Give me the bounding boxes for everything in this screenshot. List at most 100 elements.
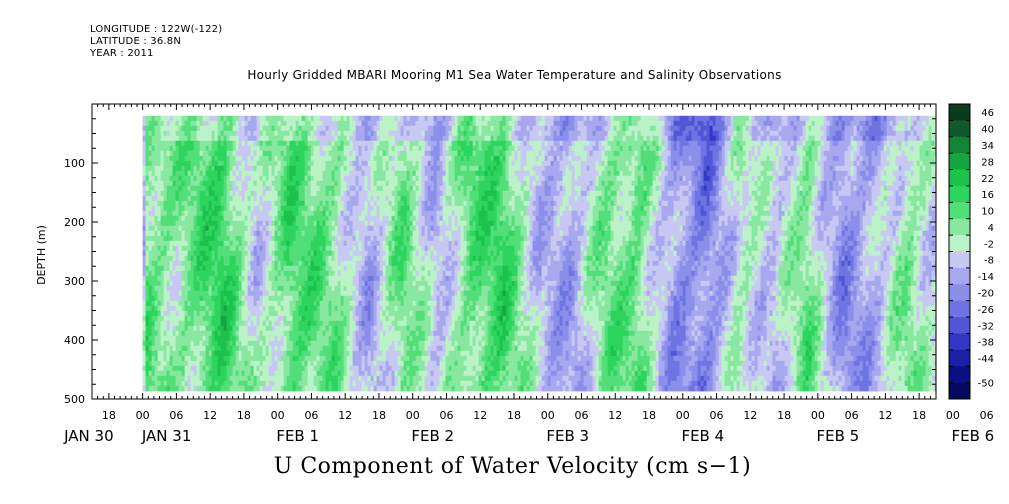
heatmap-cell [172,140,177,147]
heatmap-cell [199,185,204,192]
heatmap-cell [166,305,171,312]
heatmap-cell [214,170,219,177]
heatmap-cell [241,160,246,167]
heatmap-cell [184,155,189,162]
heatmap-cell [220,155,225,162]
heatmap-cell [241,310,246,317]
heatmap-cell [241,365,246,372]
heatmap-cell [211,125,216,132]
heatmap-cell [160,345,165,352]
heatmap-cell [163,155,168,162]
heatmap-cell [211,165,216,172]
heatmap-cell [232,180,237,187]
heatmap-cell [235,115,240,122]
heatmap-cell [232,270,237,277]
heatmap-cell [175,200,180,207]
heatmap-cell [175,115,180,122]
heatmap-cell [181,240,186,247]
heatmap-cell [238,145,243,152]
heatmap-cell [175,220,180,227]
heatmap-cell [172,155,177,162]
heatmap-cell [241,200,246,207]
heatmap-cell [223,355,228,362]
heatmap-cell [181,290,186,297]
heatmap-cell [220,340,225,347]
heatmap-cell [202,275,207,282]
heatmap-cell [244,285,249,292]
heatmap-cell [166,265,171,272]
heatmap-cell [166,240,171,247]
heatmap-cell [157,260,162,267]
heatmap-cell [250,310,255,317]
heatmap-cell [202,240,207,247]
heatmap-cell [154,170,159,177]
heatmap-cell [244,150,249,157]
heatmap-cell [178,195,183,202]
heatmap-cell [205,355,210,362]
heatmap-cell [190,170,195,177]
heatmap-cell [253,165,258,172]
heatmap-cell [142,115,147,122]
heatmap-cell [196,380,201,387]
heatmap-cell [184,330,189,337]
heatmap-cell [214,315,219,322]
heatmap-cell [154,355,159,362]
heatmap-cell [151,245,156,252]
heatmap-cell [223,305,228,312]
heatmap-cell [199,230,204,237]
heatmap-cell [217,120,222,127]
heatmap-cell [235,320,240,327]
heatmap-cell [202,350,207,357]
heatmap-cell [151,270,156,277]
heatmap-cell [211,270,216,277]
heatmap-cell [193,205,198,212]
heatmap-cell [148,310,153,317]
heatmap-cell [208,245,213,252]
heatmap-cell [190,305,195,312]
heatmap-cell [226,250,231,257]
heatmap-cell [250,305,255,312]
heatmap-cell [142,360,147,367]
heatmap-cell [199,195,204,202]
heatmap-cell [157,360,162,367]
heatmap-cell [208,195,213,202]
heatmap-cell [178,280,183,287]
heatmap-cell [181,135,186,142]
heatmap-cell [178,185,183,192]
heatmap-cell [166,210,171,217]
heatmap-cell [163,265,168,272]
heatmap-cell [181,150,186,157]
heatmap-cell [154,330,159,337]
heatmap-cell [142,180,147,187]
heatmap-cell [145,305,150,312]
heatmap-cell [241,215,246,222]
heatmap-cell [217,305,222,312]
heatmap-cell [157,225,162,232]
heatmap-cell [142,340,147,347]
heatmap-cell [238,120,243,127]
heatmap-cell [142,320,147,327]
heatmap-cell [217,215,222,222]
heatmap-cell [244,135,249,142]
heatmap-cell [223,365,228,372]
heatmap-cell [154,125,159,132]
heatmap-cell [142,145,147,152]
heatmap-cell [241,360,246,367]
heatmap-cell [154,315,159,322]
heatmap-cell [196,315,201,322]
heatmap-cell [244,295,249,302]
heatmap-cell [187,380,192,387]
heatmap-cell [184,165,189,172]
heatmap-cell [163,310,168,317]
heatmap-cell [202,305,207,312]
heatmap-cell [220,200,225,207]
heatmap-cell [154,385,159,392]
heatmap-cell [223,115,228,122]
heatmap-cell [187,315,192,322]
heatmap-cell [175,210,180,217]
heatmap-cell [148,285,153,292]
heatmap-cell [244,140,249,147]
heatmap-cell [160,315,165,322]
heatmap-cell [214,265,219,272]
heatmap-cell [208,190,213,197]
